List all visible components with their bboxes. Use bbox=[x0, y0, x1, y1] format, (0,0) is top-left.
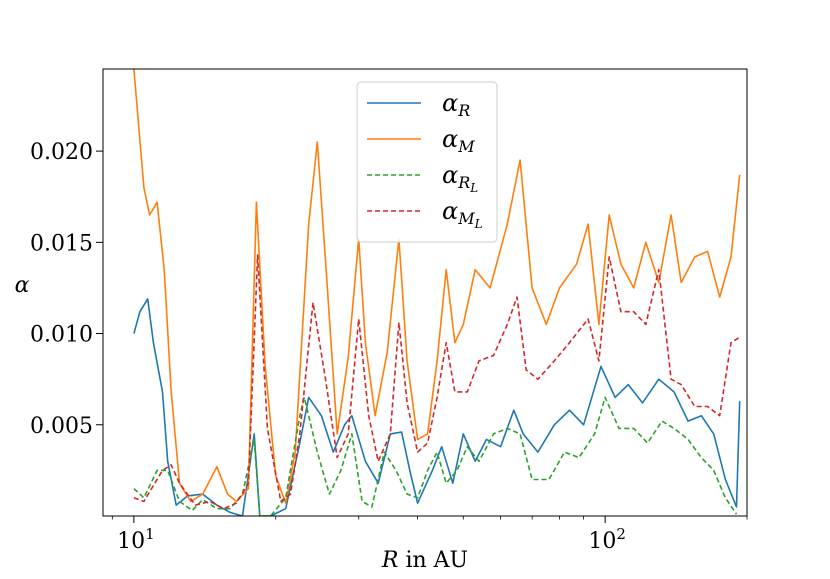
x-tick-label: 101 bbox=[117, 525, 155, 554]
series-line-1 bbox=[133, 298, 741, 516]
legend-box bbox=[356, 81, 498, 243]
series-line-4 bbox=[133, 254, 741, 510]
y-tick-label: 0.015 bbox=[30, 231, 93, 256]
x-axis: 101 102 bbox=[111, 516, 748, 554]
y-tick-label: 0.010 bbox=[30, 323, 93, 348]
legend-label-3: αRL bbox=[442, 161, 478, 195]
legend-label-2: αM bbox=[442, 125, 475, 156]
y-tick-label: 0.005 bbox=[30, 414, 93, 439]
y-axis-label: α bbox=[15, 273, 30, 298]
legend-label-1: αR bbox=[442, 89, 470, 120]
legend-label-4: αML bbox=[442, 197, 483, 231]
series-line-2 bbox=[133, 69, 741, 504]
x-tick-label: 102 bbox=[588, 525, 626, 554]
plot-frame bbox=[102, 68, 748, 517]
x-axis-label: R in AU bbox=[381, 548, 468, 573]
y-axis: 0.005 0.010 0.015 0.020 bbox=[30, 140, 103, 439]
y-tick-label: 0.020 bbox=[30, 140, 93, 165]
series-layer bbox=[133, 69, 741, 516]
